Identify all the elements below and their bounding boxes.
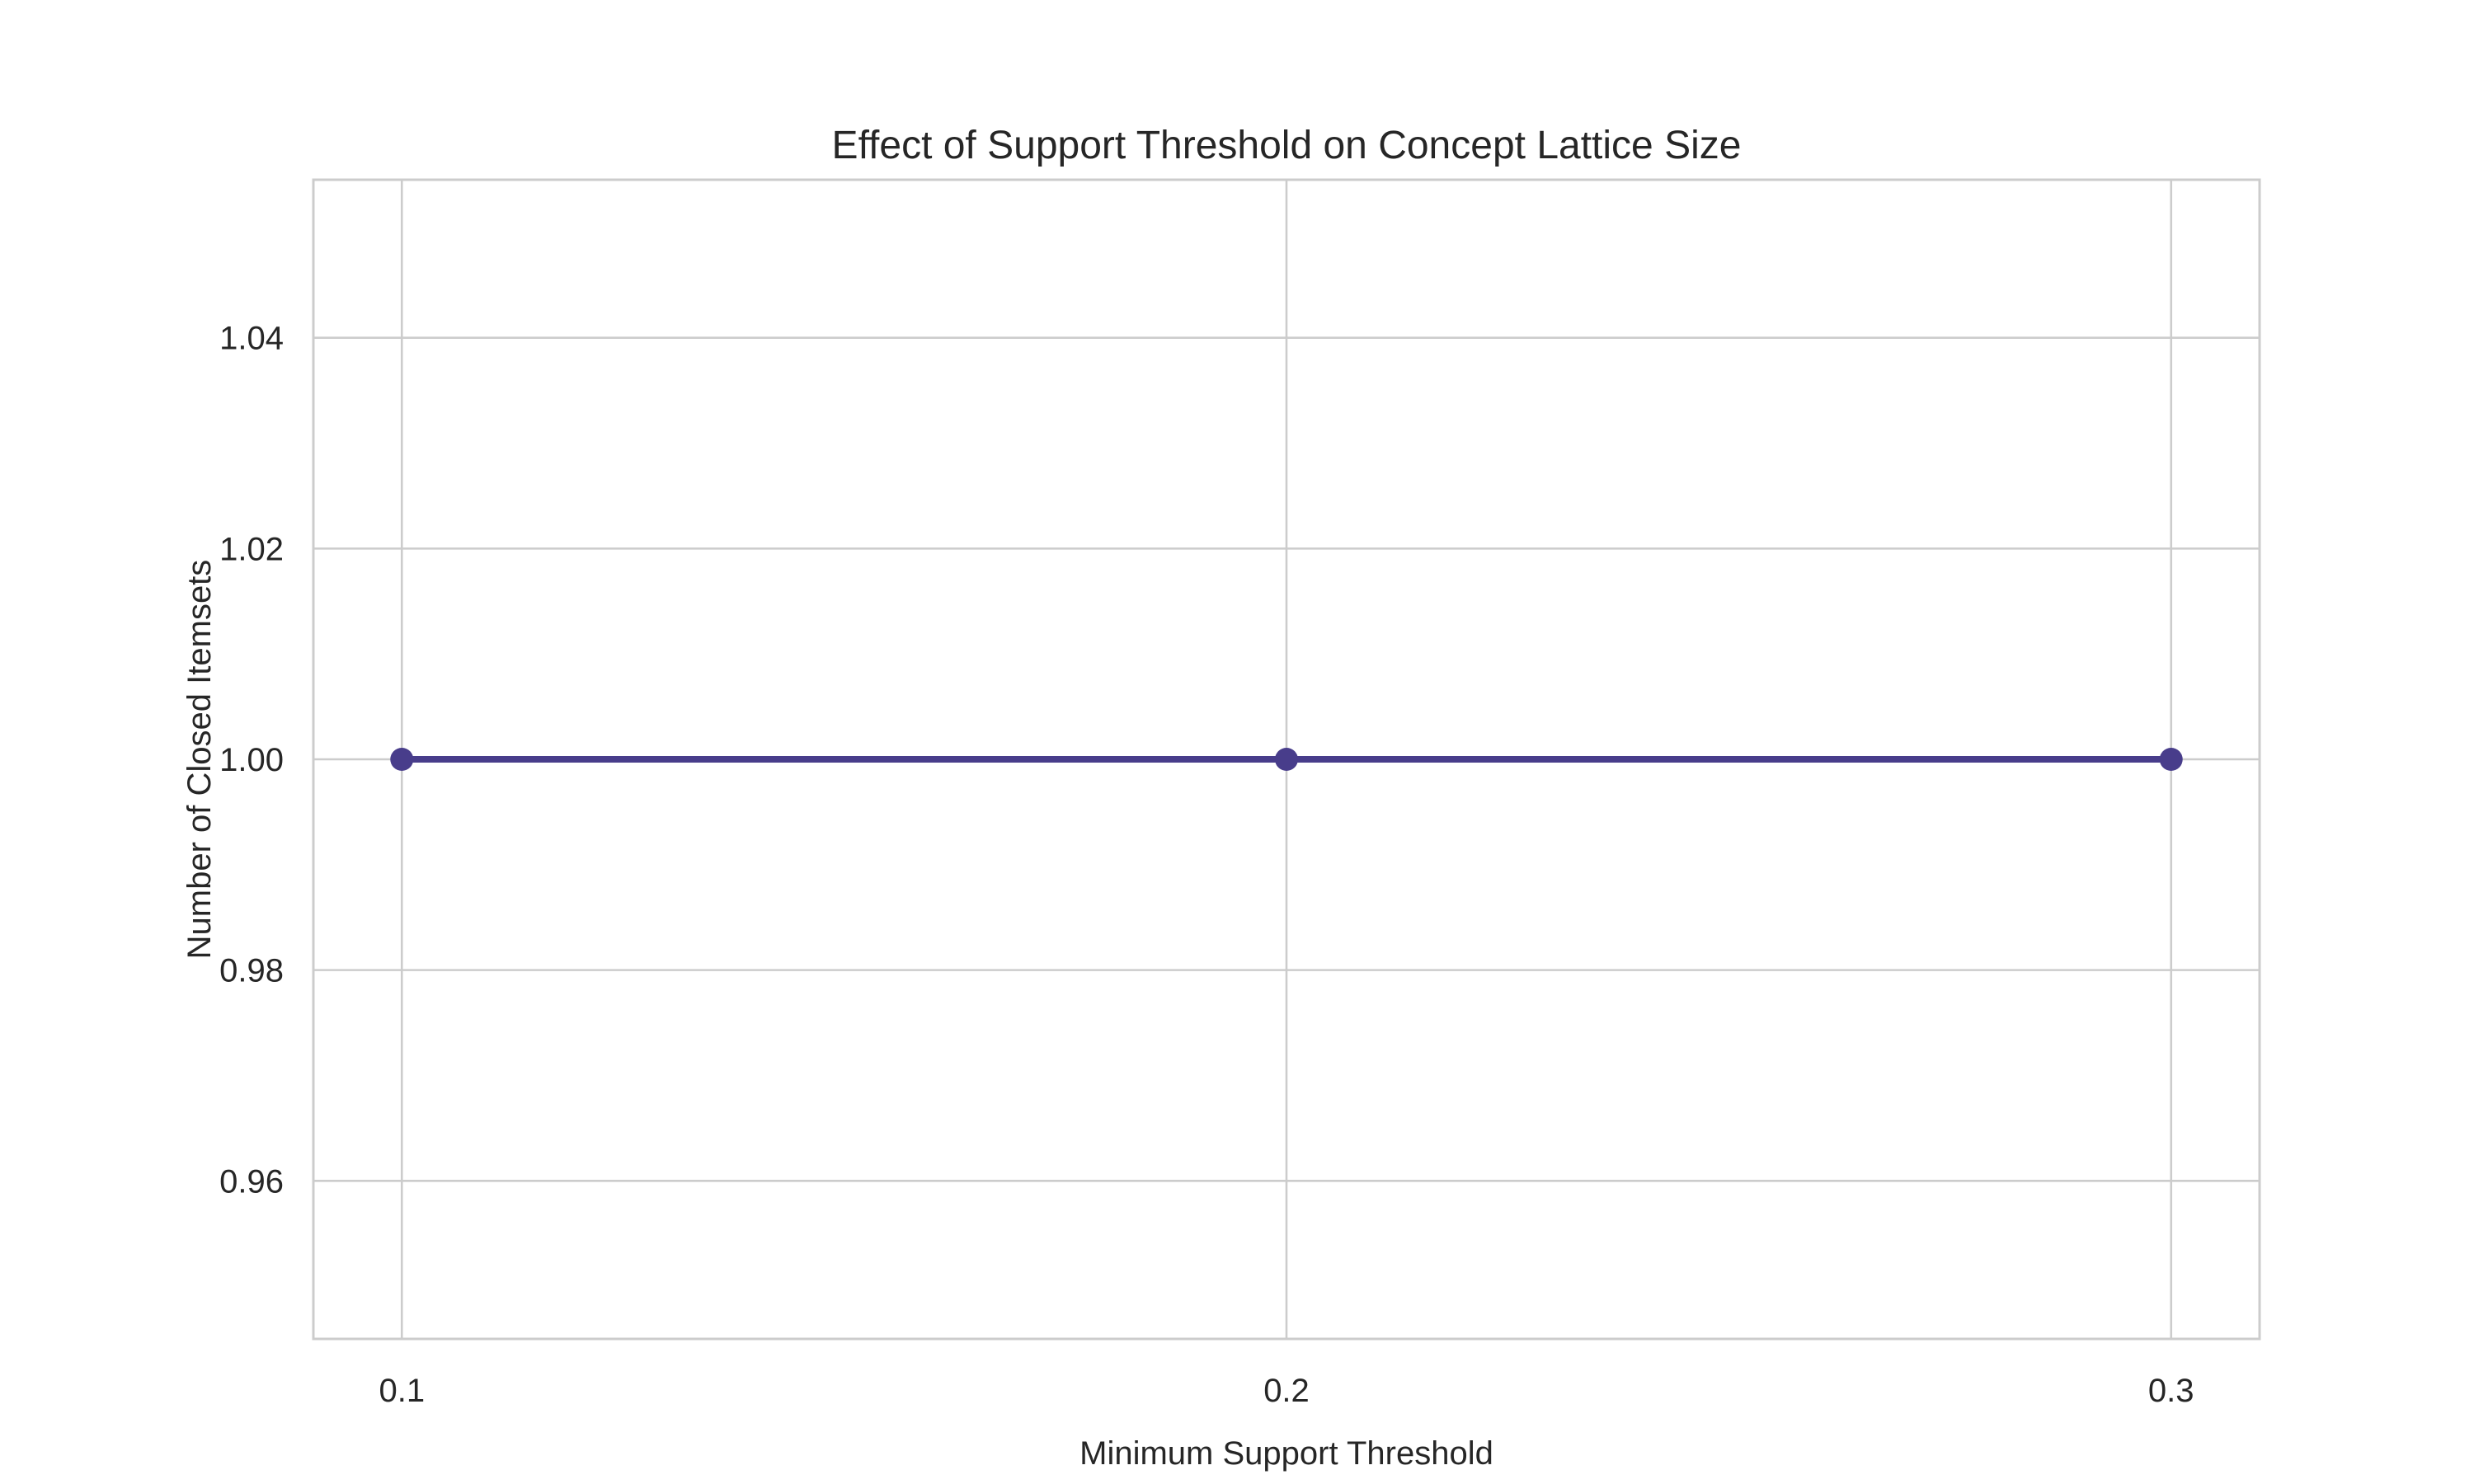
- y-axis-label: Number of Closed Itemsets: [181, 560, 218, 960]
- y-tick-label: 1.00: [219, 742, 284, 778]
- series-layer: [390, 748, 2183, 771]
- data-point: [1275, 748, 1298, 771]
- data-point: [390, 748, 414, 771]
- x-tick-label: 0.3: [2148, 1373, 2194, 1409]
- y-tick-label: 1.02: [219, 531, 284, 567]
- plot-frame: [312, 178, 2261, 1341]
- data-point: [2159, 748, 2183, 771]
- y-tick-labels: 0.96 0.98 1.00 1.02 1.04: [219, 321, 284, 1200]
- chart-title: Effect of Support Threshold on Concept L…: [832, 124, 1742, 167]
- x-tick-labels: 0.1 0.2 0.3: [379, 1373, 2194, 1409]
- y-tick-label: 1.04: [219, 321, 284, 357]
- x-tick-label: 0.2: [1263, 1373, 1310, 1409]
- y-tick-label: 0.96: [219, 1163, 284, 1200]
- x-axis-label: Minimum Support Threshold: [1079, 1435, 1493, 1472]
- x-tick-label: 0.1: [379, 1373, 425, 1409]
- y-tick-label: 0.98: [219, 953, 284, 989]
